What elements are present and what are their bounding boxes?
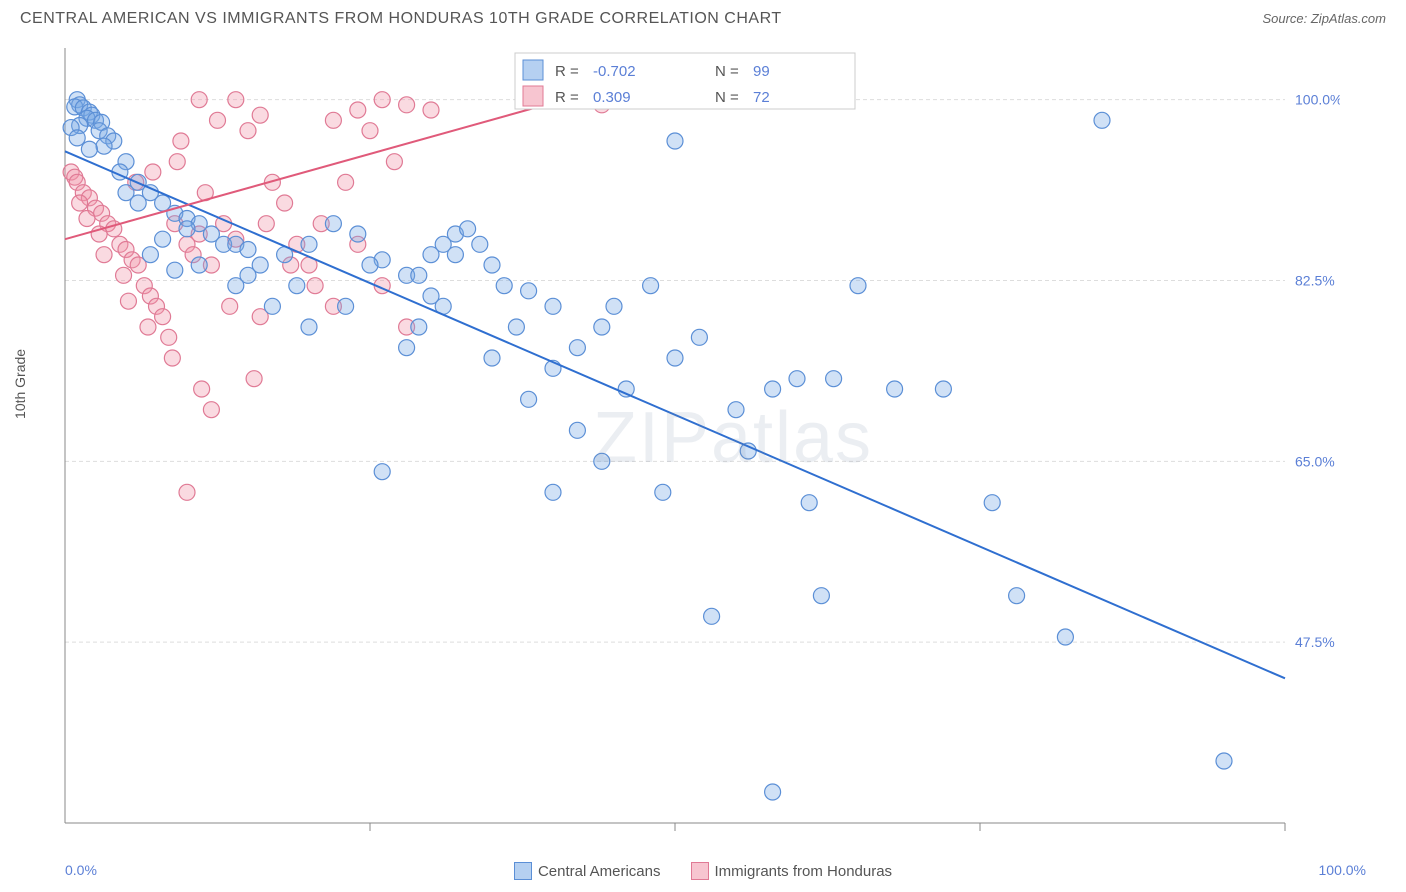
svg-text:100.0%: 100.0%	[1295, 92, 1340, 108]
chart-container: 47.5% 65.0% 82.5% 100.0% R = -0.702 N = 99 R = 0…	[60, 43, 1406, 833]
svg-text:-0.702: -0.702	[593, 63, 636, 80]
y-axis-label: 10th Grade	[12, 349, 28, 419]
svg-text:N =: N =	[715, 63, 739, 80]
legend-item-immigrants-honduras: Immigrants from Honduras	[691, 862, 893, 880]
svg-text:R =: R =	[555, 63, 579, 80]
chart-header: CENTRAL AMERICAN VS IMMIGRANTS FROM HOND…	[0, 0, 1406, 33]
source-name: ZipAtlas.com	[1311, 11, 1386, 26]
chart-source: Source: ZipAtlas.com	[1262, 11, 1386, 26]
svg-text:0.309: 0.309	[593, 89, 631, 106]
legend-swatch	[691, 862, 709, 880]
source-prefix: Source:	[1262, 11, 1310, 26]
legend-swatch	[514, 862, 532, 880]
legend-label: Immigrants from Honduras	[715, 863, 893, 880]
svg-text:R =: R =	[555, 89, 579, 106]
svg-text:99: 99	[753, 63, 770, 80]
chart-title: CENTRAL AMERICAN VS IMMIGRANTS FROM HOND…	[20, 10, 782, 28]
legend-label: Central Americans	[538, 863, 661, 880]
svg-text:72: 72	[753, 89, 770, 106]
svg-text:82.5%: 82.5%	[1295, 273, 1335, 289]
svg-text:65.0%: 65.0%	[1295, 453, 1335, 469]
scatter-plot: 47.5% 65.0% 82.5% 100.0% R = -0.702 N = 99 R = 0…	[60, 43, 1340, 833]
svg-text:47.5%: 47.5%	[1295, 634, 1335, 650]
legend: Central Americans Immigrants from Hondur…	[0, 862, 1406, 880]
svg-text:N =: N =	[715, 89, 739, 106]
legend-item-central-americans: Central Americans	[514, 862, 661, 880]
